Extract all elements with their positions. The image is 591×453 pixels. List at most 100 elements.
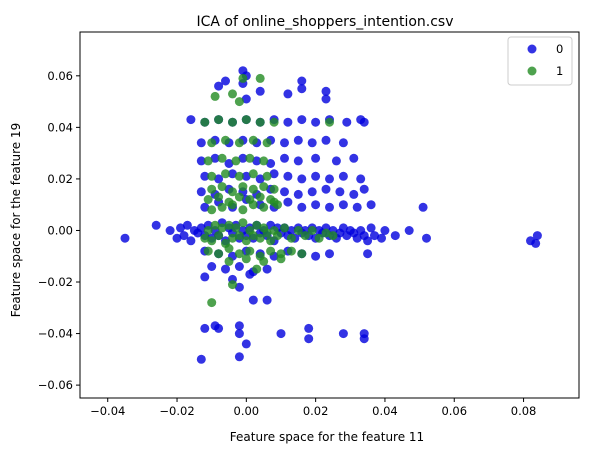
point-series-0-176 (248, 295, 258, 305)
point-series-1-1 (203, 226, 213, 235)
point-series-0-110 (224, 159, 234, 168)
point-series-0-150 (283, 89, 293, 99)
legend-marker-0 (527, 44, 537, 54)
point-series-0-175 (234, 282, 244, 292)
point-series-1-3 (210, 220, 220, 230)
point-series-0-95 (359, 184, 369, 194)
point-series-0-112 (252, 156, 262, 166)
point-series-1-81 (262, 138, 272, 148)
point-series-0-94 (349, 189, 359, 199)
point-series-1-63 (238, 182, 248, 192)
point-series-1-29 (328, 231, 338, 241)
point-series-0-164 (311, 251, 321, 261)
point-series-0-82 (418, 202, 428, 212)
point-series-1-23 (286, 233, 296, 243)
point-series-1-78 (221, 135, 230, 145)
point-series-0-143 (359, 117, 369, 127)
point-series-1-70 (248, 169, 258, 179)
point-series-0-67 (532, 231, 542, 241)
point-series-0-166 (363, 249, 373, 259)
point-series-1-79 (234, 138, 244, 148)
legend-marker-1 (527, 66, 537, 76)
x-tick-label: 0.02 (303, 404, 329, 418)
point-series-1-18 (262, 228, 272, 238)
point-series-0-58 (363, 236, 373, 246)
point-series-0-7 (186, 236, 196, 246)
point-series-1-56 (245, 195, 255, 204)
point-series-0-108 (196, 156, 206, 166)
point-series-0-77 (311, 200, 321, 210)
y-tick-label: −0.06 (38, 378, 73, 392)
point-series-1-0 (200, 233, 210, 243)
point-series-0-99 (241, 171, 251, 181)
point-series-1-8 (228, 233, 237, 243)
point-series-1-4 (214, 231, 224, 241)
point-series-1-83 (214, 115, 224, 125)
point-series-1-59 (273, 200, 282, 210)
point-series-0-91 (307, 187, 317, 197)
point-series-0-190 (241, 339, 251, 349)
point-series-1-15 (252, 220, 262, 230)
x-tick-label: −0.02 (159, 404, 194, 418)
point-series-1-54 (224, 197, 234, 207)
point-series-0-126 (293, 135, 303, 145)
point-series-1-9 (231, 223, 241, 233)
point-series-1-91 (238, 73, 248, 83)
point-series-1-27 (314, 233, 324, 243)
point-series-0-182 (276, 329, 286, 339)
plot-area-frame (79, 31, 580, 399)
x-axis-ticks: −0.04 −0.02 0.00 0.02 0.04 0.06 0.08 (90, 398, 536, 418)
point-series-0-155 (241, 94, 251, 104)
point-series-0-168 (221, 264, 230, 274)
legend-box (507, 36, 573, 86)
point-series-0-115 (293, 156, 303, 166)
point-series-1-53 (214, 192, 224, 202)
point-series-0-117 (331, 156, 341, 166)
point-series-0-113 (266, 159, 276, 168)
point-series-1-57 (255, 192, 265, 202)
point-series-0-60 (370, 231, 379, 241)
point-series-1-75 (245, 153, 255, 163)
point-series-0-179 (214, 323, 224, 333)
point-series-0-180 (234, 321, 244, 331)
point-series-0-96 (200, 171, 210, 181)
point-series-1-11 (238, 218, 248, 228)
point-series-1-73 (217, 153, 227, 163)
point-series-1-80 (248, 135, 258, 145)
y-tick-label: −0.04 (38, 327, 73, 341)
point-series-1-84 (228, 117, 237, 127)
point-series-0-119 (196, 138, 206, 148)
point-series-1-46 (217, 202, 227, 212)
point-series-1-24 (293, 226, 303, 235)
point-series-0-183 (304, 323, 314, 333)
point-series-1-76 (259, 156, 269, 166)
point-series-0-128 (321, 135, 331, 145)
point-series-0-3 (172, 233, 182, 243)
point-series-0-111 (238, 153, 248, 163)
point-series-0-165 (325, 249, 334, 259)
point-series-1-71 (262, 171, 272, 181)
point-series-0-169 (234, 262, 244, 271)
point-series-0-181 (234, 329, 244, 339)
x-tick-label: 0.04 (372, 404, 398, 418)
point-series-1-85 (241, 115, 251, 125)
point-series-0-76 (297, 202, 307, 212)
point-series-0-174 (245, 269, 255, 279)
point-series-0-118 (349, 153, 359, 163)
point-series-0-177 (262, 295, 272, 305)
point-series-0-147 (214, 81, 224, 91)
point-series-0-141 (342, 117, 352, 127)
point-series-0-79 (338, 200, 348, 210)
point-series-0-102 (283, 171, 293, 181)
point-series-0-153 (321, 94, 331, 104)
point-series-0-105 (325, 174, 334, 184)
legend-label-0: 0 (556, 42, 563, 56)
point-series-1-40 (224, 256, 234, 266)
point-series-0-116 (311, 153, 321, 163)
point-series-0-98 (228, 169, 237, 179)
point-series-1-58 (266, 195, 276, 204)
y-tick-label: −0.02 (38, 275, 73, 289)
x-tick-label: −0.04 (90, 404, 125, 418)
point-series-0-139 (311, 117, 321, 127)
